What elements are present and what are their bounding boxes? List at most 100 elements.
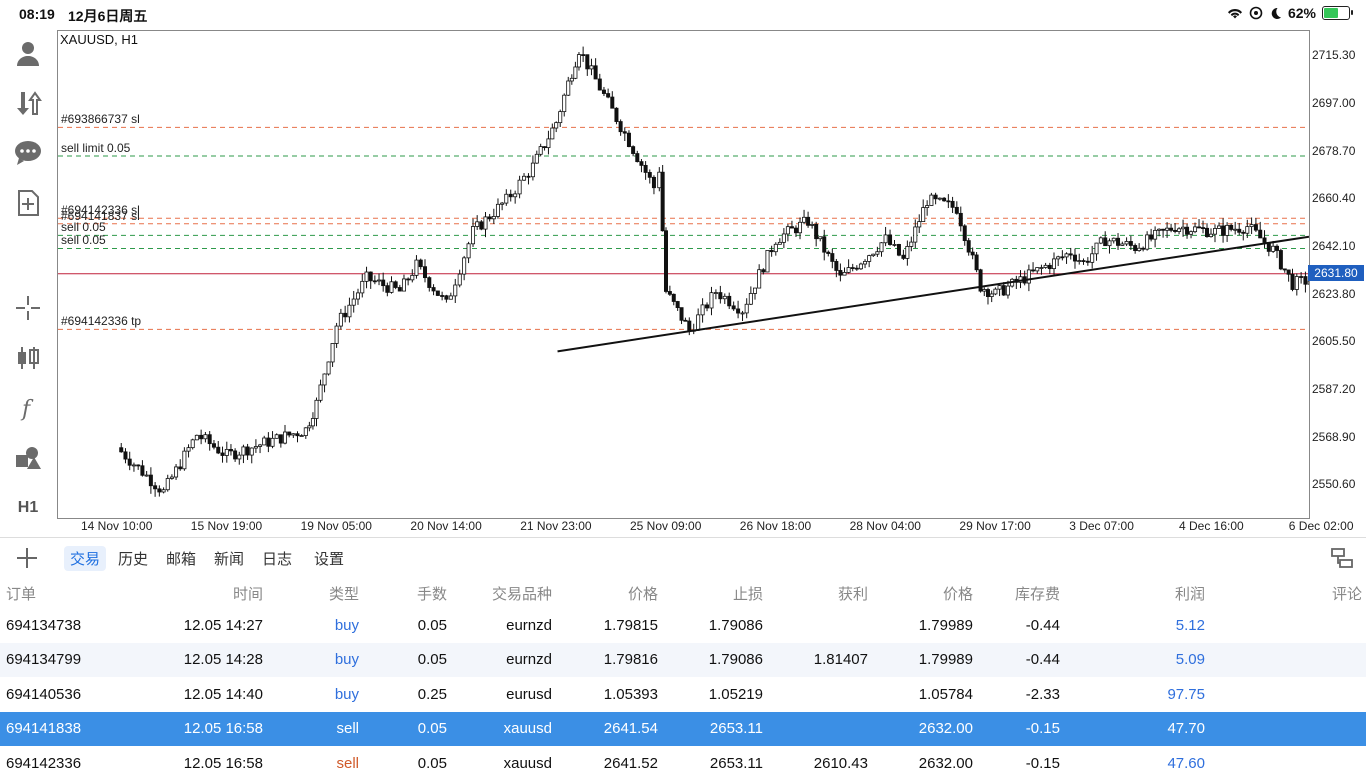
candle xyxy=(1098,237,1103,244)
indicator-icon[interactable]: f xyxy=(10,390,46,426)
trade-icon[interactable] xyxy=(10,85,46,121)
candle xyxy=(1161,228,1166,231)
time-axis[interactable]: 14 Nov 10:00 15 Nov 19:00 19 Nov 05:00 20 N… xyxy=(57,518,1366,536)
candle xyxy=(546,138,551,149)
timeframe-label: H1 xyxy=(17,499,39,516)
battery-icon xyxy=(1322,6,1353,20)
candle xyxy=(522,175,527,181)
candle xyxy=(664,230,669,292)
candle xyxy=(622,131,627,134)
table-row[interactable]: 694141838 12.05 16:58 sell 0.05 xauusd 2641.5… xyxy=(0,712,1366,747)
candle xyxy=(435,290,440,296)
header-swap[interactable]: 库存费 xyxy=(1014,586,1060,603)
candle xyxy=(683,319,688,322)
header-profit[interactable]: 利润 xyxy=(1174,586,1205,603)
table-header: 订单 时间 类型 手数 交易品种 价格 止损 获利 价格 库存费 利润 评论 xyxy=(0,576,1366,606)
candle xyxy=(1090,253,1095,263)
candle xyxy=(1177,228,1182,232)
candle xyxy=(850,267,855,269)
crosshair-icon[interactable] xyxy=(10,290,46,326)
timeframe-button[interactable]: H1 xyxy=(10,490,46,526)
trendline[interactable] xyxy=(557,235,1309,353)
table-row[interactable]: 694134799 12.05 14:28 buy 0.05 eurnzd 1.79816… xyxy=(0,643,1366,678)
header-comment[interactable]: 评论 xyxy=(1331,586,1362,603)
candle xyxy=(1249,224,1254,228)
candle xyxy=(1282,268,1287,271)
cell-price: 2641.54 xyxy=(603,720,658,738)
table-row[interactable]: 694140536 12.05 14:40 buy 0.25 eurusd 1.05393… xyxy=(0,678,1366,712)
candle xyxy=(1181,226,1186,230)
header-time[interactable]: 时间 xyxy=(232,586,263,603)
candle xyxy=(216,446,221,454)
tab-journal[interactable]: 日志 xyxy=(262,551,293,568)
price-chart[interactable] xyxy=(57,30,1310,519)
candle xyxy=(744,303,749,314)
candle xyxy=(731,305,736,310)
objects-icon[interactable] xyxy=(10,440,46,476)
cell-type: buy xyxy=(334,685,359,703)
header-volume[interactable]: 手数 xyxy=(416,586,447,603)
candle xyxy=(1189,231,1194,235)
table-row[interactable]: 694134738 12.05 14:27 buy 0.05 eurnzd 1.79815… xyxy=(0,609,1366,643)
header-order[interactable]: 订单 xyxy=(6,586,37,603)
price-tick: 2550.60 xyxy=(1312,477,1356,492)
candle xyxy=(334,325,339,344)
tab-history[interactable]: 历史 xyxy=(118,551,149,568)
table-row[interactable]: 694142336 12.05 16:58 sell 0.05 xauusd 2641.5… xyxy=(0,747,1366,781)
candle xyxy=(360,280,365,294)
header-price[interactable]: 价格 xyxy=(627,586,658,603)
chart-canvas[interactable] xyxy=(58,31,1309,518)
header-current-price[interactable]: 价格 xyxy=(942,586,973,603)
candle xyxy=(1201,227,1206,229)
candle xyxy=(1165,227,1170,231)
candle xyxy=(326,361,331,375)
candle xyxy=(635,153,640,163)
terminal-tabs: 交易 历史 邮箱 新闻 日志 设置 xyxy=(0,537,1366,576)
candle xyxy=(1031,269,1036,272)
candle xyxy=(954,206,959,214)
candle xyxy=(343,312,348,318)
header-type[interactable]: 类型 xyxy=(328,586,359,603)
chat-icon[interactable] xyxy=(10,135,46,171)
tab-mailbox[interactable]: 邮箱 xyxy=(166,551,197,568)
candle xyxy=(1039,267,1044,269)
tab-settings[interactable]: 设置 xyxy=(314,551,345,568)
candle xyxy=(471,226,476,245)
candle xyxy=(982,289,987,292)
candle xyxy=(566,80,571,96)
candle xyxy=(1205,227,1210,238)
tab-trade[interactable]: 交易 xyxy=(64,546,107,571)
candle xyxy=(462,257,467,275)
header-symbol[interactable]: 交易品种 xyxy=(491,586,552,603)
candle xyxy=(131,464,136,467)
new-order-icon[interactable] xyxy=(10,185,46,221)
candle xyxy=(643,164,648,173)
price-tick: 2623.80 xyxy=(1312,286,1356,301)
candle xyxy=(1290,273,1295,290)
price-axis[interactable]: 2715.30 2697.00 2678.70 2660.40 2642.10 2623.… xyxy=(1308,30,1366,518)
candle xyxy=(993,288,998,295)
candle xyxy=(127,458,132,466)
candle xyxy=(905,246,910,259)
plus-icon[interactable] xyxy=(16,547,38,569)
cell-current-price: 1.05784 xyxy=(918,685,973,703)
candle xyxy=(810,224,815,226)
candle xyxy=(245,446,250,456)
header-take-profit[interactable]: 获利 xyxy=(837,586,868,603)
candle xyxy=(203,434,208,440)
candle xyxy=(958,212,963,227)
account-icon[interactable] xyxy=(10,35,46,71)
candle xyxy=(119,447,124,453)
candle xyxy=(440,295,445,297)
status-bar: 08:19 12月6日周五 62% xyxy=(0,0,1366,28)
candle-type-icon[interactable] xyxy=(10,340,46,376)
candle xyxy=(667,291,672,295)
candle xyxy=(802,216,807,223)
candle xyxy=(618,121,623,133)
candle xyxy=(1056,256,1061,260)
header-stop-loss[interactable]: 止损 xyxy=(732,586,763,603)
time-tick: 19 Nov 05:00 xyxy=(300,519,372,533)
candle xyxy=(224,448,229,456)
tab-news[interactable]: 新闻 xyxy=(214,551,245,568)
layout-icon[interactable] xyxy=(1330,546,1354,570)
